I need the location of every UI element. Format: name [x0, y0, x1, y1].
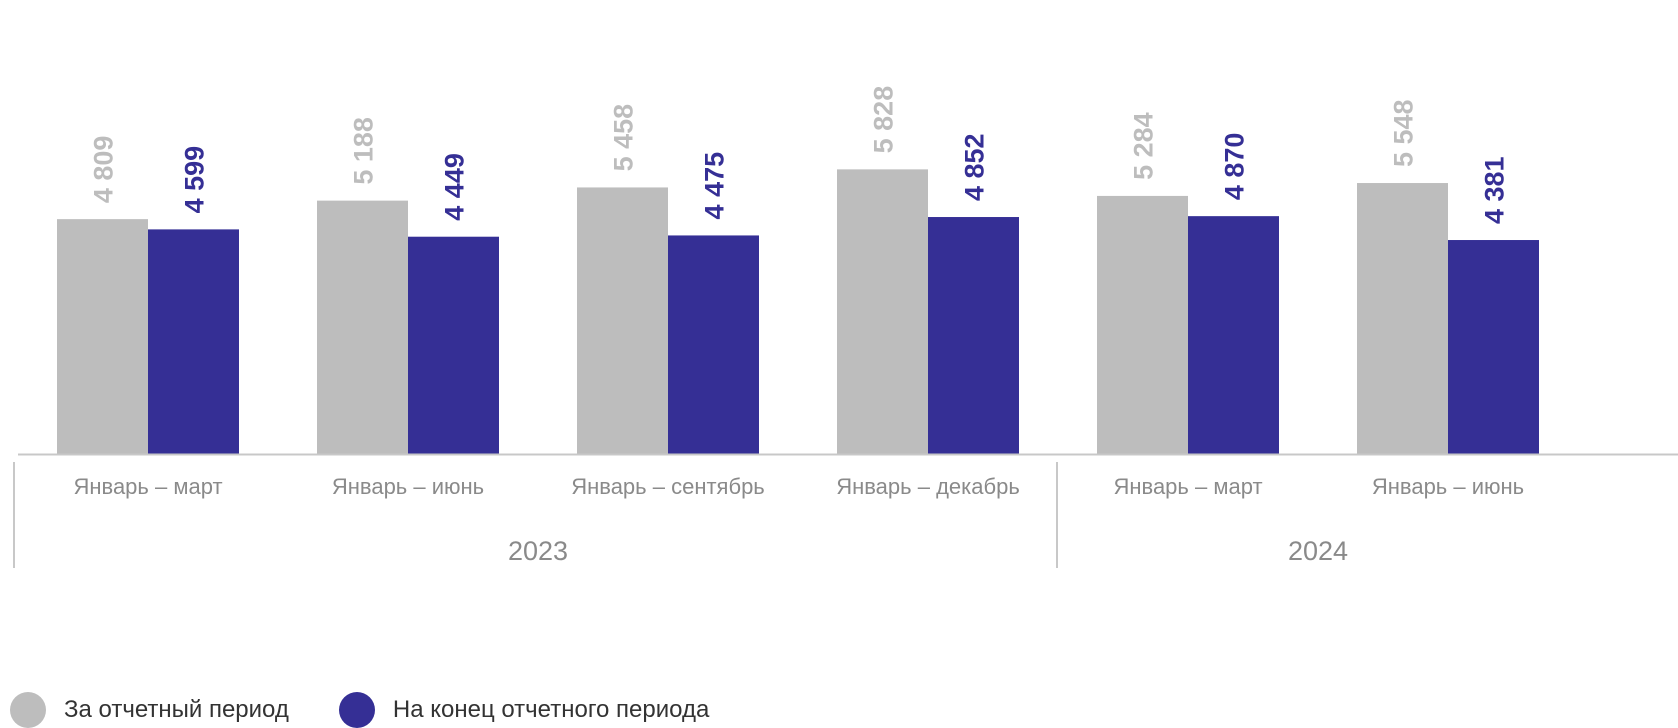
bar-end-4 — [1188, 216, 1279, 454]
legend-item-end-of-period: На конец отчетного периода — [338, 692, 710, 728]
data-label-reporting-1: 5 188 — [349, 117, 379, 185]
data-label-end-3: 4 852 — [960, 133, 990, 201]
data-label-reporting-4: 5 284 — [1129, 112, 1159, 180]
category-label-0: Январь – март — [73, 474, 222, 499]
bar-end-2 — [668, 235, 759, 454]
bar-end-0 — [148, 229, 239, 454]
bar-reporting-4 — [1097, 195, 1188, 454]
category-label-1: Январь – июнь — [332, 474, 484, 499]
data-label-end-1: 4 449 — [440, 153, 470, 221]
group-label-2024: 2024 — [1288, 536, 1348, 566]
data-label-end-5: 4 381 — [1480, 156, 1510, 224]
bar-end-3 — [928, 217, 1019, 454]
legend-label-end-of-period: На конец отчетного периода — [392, 696, 710, 723]
bar-reporting-1 — [317, 200, 408, 454]
bar-reporting-0 — [57, 219, 148, 454]
bar-reporting-2 — [577, 187, 668, 454]
legend-item-reporting-period: За отчетный период — [10, 692, 289, 728]
bar-end-1 — [408, 236, 499, 454]
bar-reporting-5 — [1357, 183, 1448, 454]
data-label-reporting-2: 5 458 — [609, 104, 639, 172]
group-label-2023: 2023 — [508, 536, 568, 566]
data-label-end-0: 4 599 — [180, 146, 210, 214]
bar-reporting-3 — [837, 169, 928, 454]
data-label-reporting-5: 5 548 — [1389, 99, 1419, 167]
data-label-end-2: 4 475 — [700, 152, 730, 220]
data-label-end-4: 4 870 — [1220, 133, 1250, 201]
category-label-4: Январь – март — [1113, 474, 1262, 499]
legend-label-reporting-period: За отчетный период — [64, 696, 289, 723]
data-label-reporting-3: 5 828 — [869, 86, 899, 154]
category-label-5: Январь – июнь — [1372, 474, 1524, 499]
legend-swatch-blue — [338, 692, 375, 728]
legend-swatch-gray — [10, 692, 46, 728]
category-label-2: Январь – сентябрь — [571, 474, 765, 499]
data-label-reporting-0: 4 809 — [89, 136, 119, 204]
bar-chart: 4 809 4 599 Январь – март 5 188 4 449 Январь … — [13, 86, 1678, 568]
legend: За отчетный период На конец отчетного пе… — [10, 692, 759, 728]
category-label-3: Январь – декабрь — [836, 474, 1020, 499]
bar-end-5 — [1448, 240, 1539, 454]
